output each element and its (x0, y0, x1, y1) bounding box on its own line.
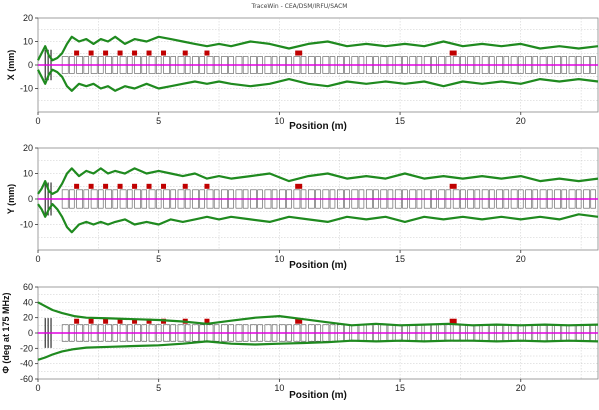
series-line-1 (37, 301, 599, 327)
y-tick-label: 0 (28, 60, 33, 70)
series-line-2 (37, 339, 599, 361)
x-tick-label: 0 (35, 383, 40, 393)
chart-panel-2: 0 5 10 15 20 -10 0 10 20 Position (m) Y (mm) (6, 143, 599, 271)
cavity (295, 50, 303, 56)
cavity (132, 318, 138, 324)
x-tick-label: 20 (516, 254, 526, 264)
series-line-1 (37, 35, 599, 62)
cavity (117, 318, 123, 324)
x-tick-label: 0 (35, 116, 40, 126)
y-tick-label: -60 (20, 374, 33, 384)
y-tick-label: 40 (23, 297, 33, 307)
cavity (161, 50, 167, 56)
x-tick-label: 15 (395, 383, 405, 393)
y-tick-label: 0 (28, 328, 33, 338)
cavity (117, 183, 123, 189)
y-axis-label: X (mm) (6, 50, 16, 81)
cavity (74, 50, 80, 56)
cavity (146, 183, 152, 189)
x-axis-label: Position (m) (289, 121, 347, 132)
cavity (146, 50, 152, 56)
chart-panel-3: 0 5 10 15 20 -60 -40 -20 0 20 40 60 Position (m) Φ (d… (1, 282, 599, 401)
y-tick-label: -20 (20, 343, 33, 353)
cavity (117, 50, 123, 56)
x-tick-label: 5 (156, 383, 161, 393)
y-tick-label: -40 (20, 359, 33, 369)
x-tick-label: 10 (274, 254, 284, 264)
cavity (103, 318, 109, 324)
cavity (74, 183, 80, 189)
y-tick-label: 10 (23, 169, 33, 179)
cavity (449, 183, 457, 189)
x-tick-label: 15 (395, 116, 405, 126)
cavity (161, 183, 167, 189)
y-axis-label: Y (mm) (6, 184, 16, 214)
x-tick-label: 10 (274, 116, 284, 126)
x-tick-label: 0 (35, 254, 40, 264)
x-axis-label: Position (m) (289, 390, 347, 401)
series-line-2 (37, 68, 599, 92)
cavity (88, 183, 94, 189)
series-line-2 (37, 203, 599, 234)
x-axis-label: Position (m) (289, 260, 347, 271)
x-tick-label: 5 (156, 116, 161, 126)
cavity (204, 183, 210, 189)
cavity (88, 318, 94, 324)
cavity (295, 318, 303, 324)
y-tick-label: -10 (20, 220, 33, 230)
window-title: TraceWin - CEA/DSM/IRFU/SACM (251, 3, 348, 10)
cavity (132, 50, 138, 56)
cavity (103, 183, 109, 189)
cavity (146, 318, 152, 324)
cavity (182, 183, 188, 189)
cavity (103, 50, 109, 56)
cavity (295, 183, 303, 189)
cavity (204, 318, 210, 324)
chart-panel-1: 0 5 10 15 20 -10 0 10 20 Position (m) X (mm) (6, 13, 599, 132)
y-tick-label: -10 (20, 84, 33, 94)
x-tick-label: 15 (395, 254, 405, 264)
cavity (182, 50, 188, 56)
y-tick-label: 60 (23, 282, 33, 292)
cavity (132, 183, 138, 189)
cavity (88, 50, 94, 56)
x-tick-label: 20 (516, 383, 526, 393)
y-tick-label: 20 (23, 143, 33, 153)
series-line-1 (37, 167, 599, 195)
cavity (204, 50, 210, 56)
cavity (449, 318, 457, 324)
x-tick-label: 10 (274, 383, 284, 393)
y-tick-label: 20 (23, 13, 33, 23)
x-tick-label: 5 (156, 254, 161, 264)
x-tick-label: 20 (516, 116, 526, 126)
y-axis-label: Φ (deg at 175 MHz) (1, 293, 11, 374)
cavity (449, 50, 457, 56)
y-tick-label: 0 (28, 194, 33, 204)
y-tick-label: 20 (23, 313, 33, 323)
y-tick-label: 10 (23, 37, 33, 47)
cavity (74, 318, 80, 324)
